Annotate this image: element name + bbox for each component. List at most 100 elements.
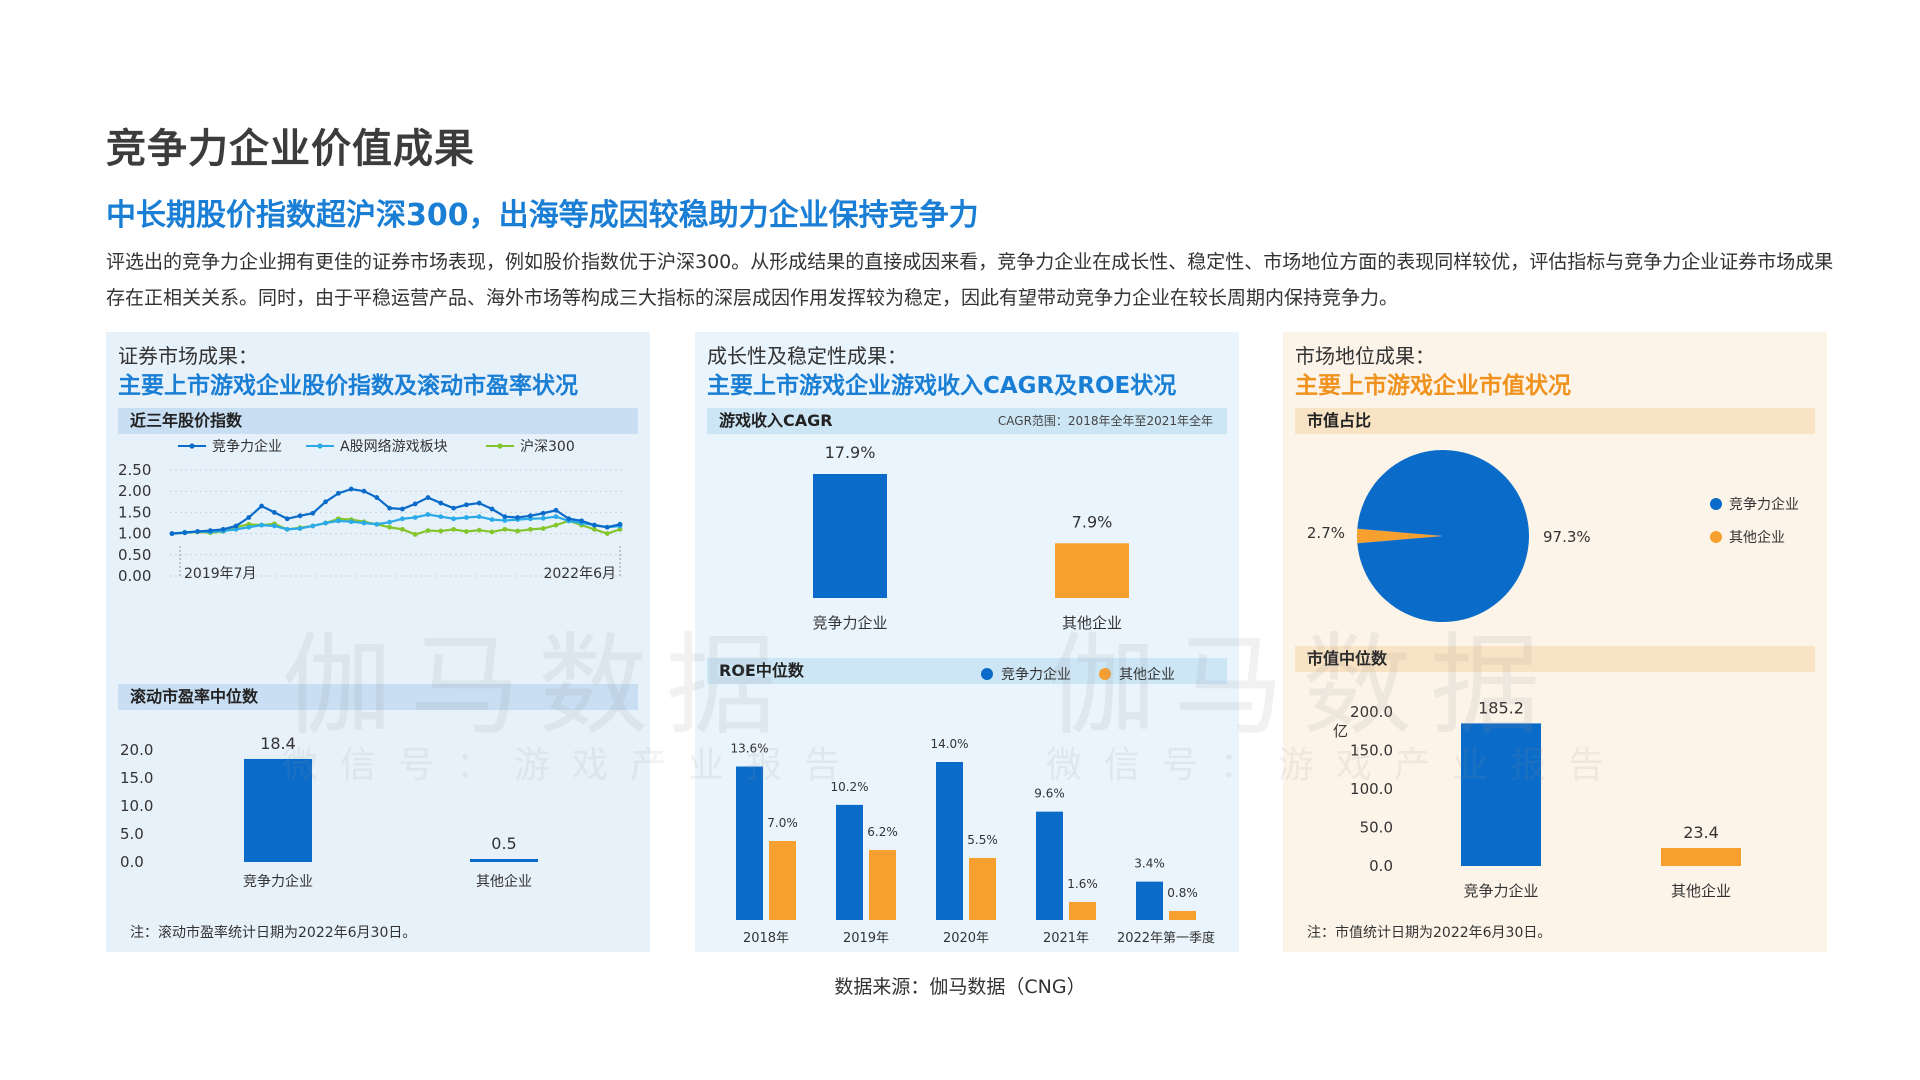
bar-value-label: 9.6% bbox=[1034, 787, 1065, 801]
bar-0 bbox=[813, 474, 887, 598]
bar-value-label: 10.2% bbox=[830, 780, 868, 794]
y-tick-label: 0.0 bbox=[1369, 857, 1393, 875]
market-panel: 市场地位成果： 主要上市游戏企业市值状况 市值占比 97.3% 2.7% 竞争力企业… bbox=[1283, 332, 1827, 952]
series-point bbox=[553, 514, 559, 520]
series-point bbox=[400, 506, 405, 512]
series-point bbox=[540, 510, 546, 516]
series-point bbox=[528, 513, 533, 519]
category-label: 2022年第一季度 bbox=[1117, 930, 1215, 946]
series-point bbox=[617, 526, 623, 532]
series-point bbox=[361, 520, 367, 526]
series-point bbox=[489, 506, 495, 512]
category-label: 2019年 bbox=[843, 931, 889, 946]
bar-0 bbox=[244, 758, 312, 862]
series-point bbox=[182, 530, 188, 536]
cagr-bar-chart: 17.9% 竞争力企业 7.9% 其他企业 bbox=[812, 443, 1129, 632]
securities-panel: 证券市场成果： 主要上市游戏企业股价指数及滚动市盈率状况 近三年股价指数 竞争力… bbox=[106, 332, 650, 952]
series-point bbox=[412, 515, 418, 520]
series-point bbox=[412, 501, 418, 507]
y-tick-label: 50.0 bbox=[1360, 819, 1393, 837]
series-point bbox=[284, 516, 290, 522]
y-tick-label: 1.00 bbox=[118, 525, 151, 543]
series-point bbox=[515, 515, 520, 520]
bar-0-0 bbox=[736, 766, 763, 920]
growth-panel: 成长性及稳定性成果： 主要上市游戏企业游戏收入CAGR及ROE状况 游戏收入CA… bbox=[695, 332, 1239, 952]
bar-0-1 bbox=[836, 804, 863, 920]
series-point bbox=[233, 526, 239, 532]
legend-label-1: A股网络游戏板块 bbox=[340, 439, 448, 455]
roe-legend-item-0: 竞争力企业 bbox=[981, 664, 1071, 684]
pie-slice-0 bbox=[1357, 450, 1529, 622]
series-point bbox=[579, 518, 584, 524]
stock-index-header-label: 近三年股价指数 bbox=[130, 411, 243, 430]
page-title: 竞争力企业价值成果 bbox=[106, 126, 475, 172]
series-point bbox=[310, 523, 316, 529]
series-point bbox=[272, 523, 277, 529]
legend-marker-2 bbox=[497, 443, 503, 449]
x-end-label: 2022年6月 bbox=[543, 566, 616, 582]
y-tick-label: 5.0 bbox=[120, 825, 144, 843]
cagr-header: 游戏收入CAGR CAGR范围：2018年全年至2021年全年 bbox=[707, 408, 1227, 434]
bar-value-label: 17.9% bbox=[825, 443, 876, 462]
bar-1-1 bbox=[869, 850, 896, 920]
category-label: 其他企业 bbox=[476, 873, 532, 890]
market-footnote: 注：市值统计日期为2022年6月30日。 bbox=[1307, 925, 1552, 941]
legend-label-0: 竞争力企业 bbox=[212, 438, 282, 455]
series-point bbox=[361, 488, 367, 494]
y-tick-label: 1.50 bbox=[118, 503, 151, 521]
legend-label-2: 沪深300 bbox=[520, 439, 575, 455]
slice-label-0: 97.3% bbox=[1543, 528, 1591, 546]
legend-marker-1 bbox=[317, 443, 323, 449]
series-point bbox=[464, 529, 469, 534]
series-point bbox=[425, 528, 431, 534]
series-point bbox=[169, 531, 175, 536]
roe-header: ROE中位数 bbox=[707, 658, 1227, 684]
share-header: 市值占比 bbox=[1295, 408, 1815, 434]
series-point bbox=[502, 514, 508, 520]
y-tick-label: 0.50 bbox=[118, 546, 151, 564]
series-point bbox=[489, 517, 495, 523]
series-point bbox=[451, 526, 456, 532]
securities-title: 主要上市游戏企业股价指数及滚动市盈率状况 bbox=[118, 373, 578, 399]
series-point bbox=[476, 514, 482, 520]
y-tick-label: 2.50 bbox=[118, 461, 151, 479]
y-tick-label: 15.0 bbox=[120, 769, 153, 787]
bar-value-label: 23.4 bbox=[1683, 823, 1719, 842]
securities-footnote: 注：滚动市盈率统计日期为2022年6月30日。 bbox=[130, 925, 417, 941]
y-tick-label: 150.0 bbox=[1350, 742, 1393, 760]
y-tick-label: 0.0 bbox=[120, 853, 144, 871]
series-point bbox=[553, 507, 559, 513]
series-point bbox=[553, 522, 559, 528]
series-point bbox=[476, 500, 482, 506]
category-label: 竞争力企业 bbox=[243, 873, 313, 890]
bar-value-label: 18.4 bbox=[260, 734, 296, 753]
series-point bbox=[336, 518, 341, 524]
intro-text: 评选出的竞争力企业拥有更佳的证券市场表现，例如股价指数优于沪深300。从形成结果… bbox=[106, 251, 1834, 309]
series-point bbox=[246, 524, 252, 530]
series-point bbox=[425, 495, 431, 500]
series-point bbox=[502, 518, 508, 523]
bar-value-label: 0.8% bbox=[1167, 886, 1198, 900]
bar-0-3 bbox=[1036, 811, 1063, 920]
series-point bbox=[323, 520, 328, 526]
series-point bbox=[617, 521, 623, 527]
series-point bbox=[400, 516, 405, 522]
series-point bbox=[336, 490, 341, 496]
bar-value-label: 14.0% bbox=[930, 737, 968, 751]
pe-bar-chart: 20.0 15.0 10.0 5.0 0.0 18.4 竞争力企业 0.5 其他企业 bbox=[120, 734, 538, 890]
legend-label: 其他企业 bbox=[1119, 667, 1175, 683]
series-point bbox=[489, 529, 495, 535]
share-header-label: 市值占比 bbox=[1307, 411, 1372, 430]
category-label: 2018年 bbox=[743, 931, 789, 946]
growth-label: 成长性及稳定性成果： bbox=[707, 344, 907, 368]
series-point bbox=[464, 502, 469, 508]
legend-dot-icon bbox=[981, 668, 993, 680]
bar-0 bbox=[1461, 723, 1541, 866]
y-tick-label: 0.00 bbox=[118, 567, 151, 585]
series-point bbox=[310, 510, 316, 516]
series-point bbox=[438, 514, 444, 520]
legend-dot-icon-0 bbox=[1710, 498, 1722, 510]
slice-label-1: 2.7% bbox=[1307, 524, 1345, 542]
market-title: 主要上市游戏企业市值状况 bbox=[1295, 373, 1571, 399]
